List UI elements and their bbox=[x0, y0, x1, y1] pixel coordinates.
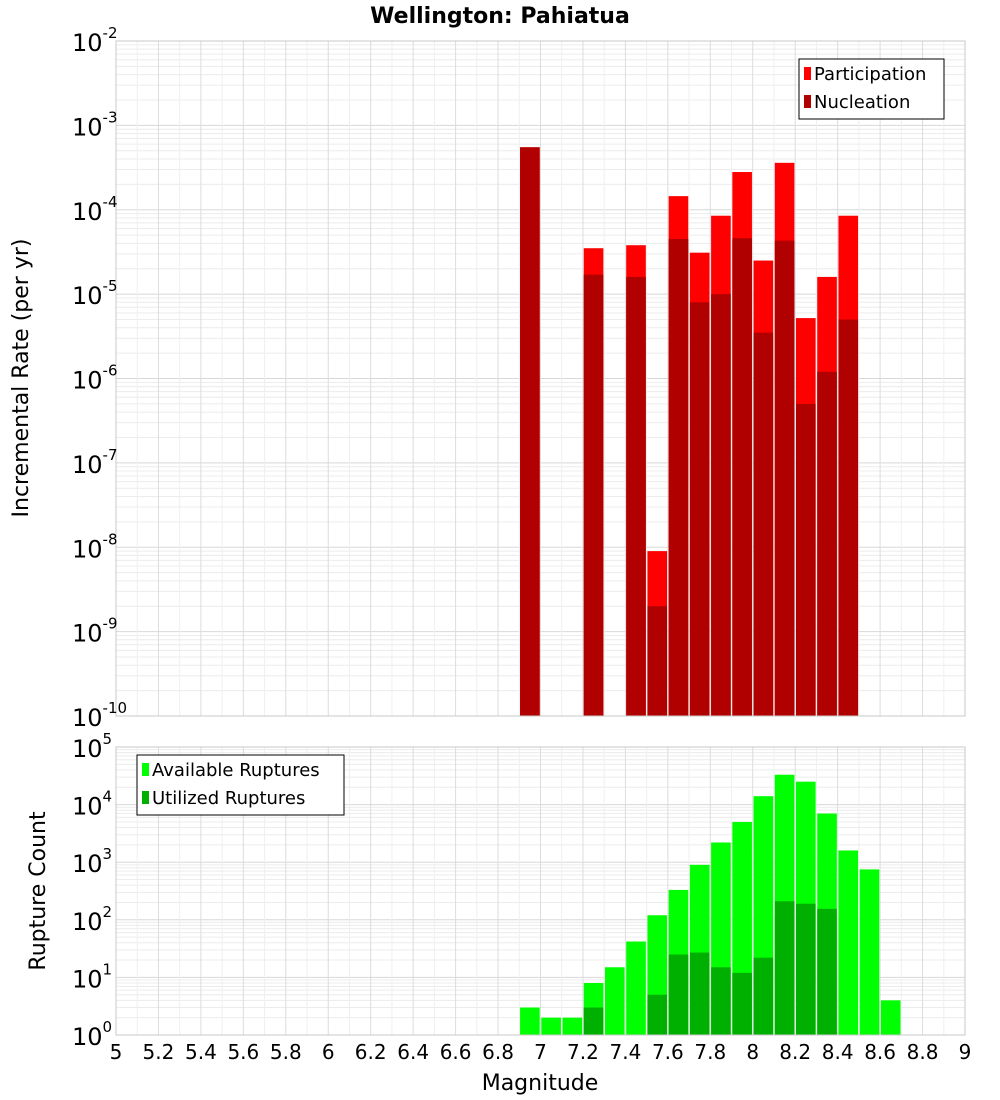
x-tick-label: 5.6 bbox=[227, 1040, 259, 1064]
x-tick-label: 6.2 bbox=[355, 1040, 387, 1064]
top-grid bbox=[115, 41, 966, 717]
nucleation-legend-swatch bbox=[804, 95, 811, 108]
top-y-tick-label: 10-5 bbox=[72, 277, 118, 310]
x-tick-label: 7 bbox=[534, 1040, 547, 1064]
utilized-ruptures-legend-label: Utilized Ruptures bbox=[152, 788, 305, 809]
bottom-y-tick-label: 101 bbox=[72, 960, 112, 993]
nucleation-bar bbox=[753, 332, 774, 716]
top-y-axis-label: Incremental Rate (per yr) bbox=[9, 239, 34, 518]
nucleation-bar bbox=[711, 294, 731, 716]
utilized-ruptures-bar bbox=[774, 901, 795, 1035]
top-y-tick-label: 10-4 bbox=[72, 193, 118, 226]
bottom-plot-frame bbox=[115, 746, 966, 1036]
top-legend: Participation Nucleation bbox=[798, 58, 945, 120]
x-tick-label: 7.4 bbox=[609, 1040, 641, 1064]
nucleation-bar bbox=[689, 302, 710, 716]
x-tick-label: 7.2 bbox=[567, 1040, 599, 1064]
bottom-y-tick-label: 104 bbox=[72, 788, 112, 821]
x-tick-label: 5.2 bbox=[143, 1040, 175, 1064]
x-tick-label: 5.4 bbox=[185, 1040, 217, 1064]
bottom-y-tick-label: 100 bbox=[72, 1018, 112, 1051]
x-tick-label: 6.6 bbox=[440, 1040, 472, 1064]
utilized-ruptures-bar bbox=[689, 952, 710, 1035]
nucleation-bar bbox=[774, 240, 795, 717]
chart-title: Wellington: Pahiatua bbox=[370, 4, 630, 29]
x-axis-label: Magnitude bbox=[482, 1071, 599, 1096]
available-ruptures-legend-swatch bbox=[142, 763, 149, 776]
nucleation-bar bbox=[626, 276, 646, 716]
bottom-y-tick-label: 105 bbox=[72, 730, 112, 763]
participation-legend-swatch bbox=[804, 67, 811, 80]
bottom-bars bbox=[520, 774, 901, 1035]
top-bars bbox=[520, 147, 859, 717]
nucleation-bar bbox=[732, 238, 752, 716]
top-y-tick-label: 10-6 bbox=[72, 362, 118, 395]
nucleation-bar bbox=[817, 371, 837, 716]
participation-legend-label: Participation bbox=[814, 64, 926, 85]
available-ruptures-bar bbox=[859, 869, 880, 1035]
top-y-tick-label: 10-3 bbox=[72, 108, 118, 141]
nucleation-bar bbox=[668, 239, 689, 716]
available-ruptures-bar bbox=[838, 850, 859, 1035]
utilized-ruptures-bar bbox=[796, 903, 816, 1035]
utilized-ruptures-bar bbox=[583, 1007, 604, 1035]
utilized-ruptures-bar bbox=[647, 994, 668, 1035]
top-y-tick-label: 10-7 bbox=[72, 446, 118, 479]
x-tick-label: 7.8 bbox=[694, 1040, 726, 1064]
x-tick-label: 7.6 bbox=[652, 1040, 684, 1064]
bottom-y-tick-label: 102 bbox=[72, 903, 112, 936]
utilized-ruptures-bar bbox=[711, 967, 731, 1035]
available-ruptures-bar bbox=[626, 941, 646, 1035]
bottom-y-axis-label: Rupture Count bbox=[26, 811, 51, 971]
x-tick-label: 6.4 bbox=[397, 1040, 429, 1064]
x-tick-label: 8.4 bbox=[822, 1040, 854, 1064]
x-tick-label: 9 bbox=[959, 1040, 972, 1064]
x-tick-label: 8 bbox=[746, 1040, 759, 1064]
utilized-ruptures-bar bbox=[732, 972, 752, 1035]
top-y-tick-label: 10-8 bbox=[72, 530, 118, 563]
bottom-legend: Available Ruptures Utilized Ruptures bbox=[136, 754, 345, 816]
bottom-legend-box bbox=[136, 754, 345, 816]
top-legend-box bbox=[798, 58, 945, 120]
nucleation-bar bbox=[520, 147, 540, 717]
bottom-y-tick-label: 103 bbox=[72, 845, 112, 878]
x-tick-label: 8.2 bbox=[779, 1040, 811, 1064]
available-ruptures-legend-label: Available Ruptures bbox=[152, 760, 320, 781]
x-tick-label: 6 bbox=[322, 1040, 335, 1064]
available-ruptures-bar bbox=[880, 1000, 901, 1035]
top-y-tick-label: 10-9 bbox=[72, 615, 118, 648]
utilized-ruptures-bar bbox=[753, 957, 774, 1035]
nucleation-bar bbox=[838, 319, 859, 716]
x-tick-label: 5 bbox=[110, 1040, 123, 1064]
utilized-ruptures-legend-swatch bbox=[142, 791, 149, 804]
top-y-tick-label: 10-10 bbox=[72, 699, 127, 732]
x-tick-label: 6.8 bbox=[482, 1040, 514, 1064]
nucleation-bar bbox=[583, 274, 604, 716]
top-y-tick-label: 10-2 bbox=[72, 24, 118, 57]
nucleation-bar bbox=[647, 606, 668, 716]
nucleation-legend-label: Nucleation bbox=[814, 92, 910, 113]
top-plot-frame bbox=[115, 40, 966, 717]
rupture-count-panel: 100 101 102 103 104 105 Available Ruptures Util… bbox=[72, 730, 971, 1064]
utilized-ruptures-bar bbox=[668, 954, 689, 1035]
available-ruptures-bar bbox=[541, 1017, 561, 1035]
x-tick-label: 8.8 bbox=[907, 1040, 939, 1064]
x-tick-label: 5.8 bbox=[270, 1040, 302, 1064]
nucleation-bar bbox=[796, 403, 816, 716]
utilized-ruptures-bar bbox=[817, 908, 837, 1035]
available-ruptures-bar bbox=[562, 1017, 583, 1035]
participation-panel: 10-10 10-9 10-8 10-7 10-6 10-5 10-4 10-3 10-2 Par… bbox=[72, 24, 966, 732]
available-ruptures-bar bbox=[604, 967, 625, 1035]
x-tick-label: 8.6 bbox=[864, 1040, 896, 1064]
available-ruptures-bar bbox=[520, 1007, 540, 1035]
